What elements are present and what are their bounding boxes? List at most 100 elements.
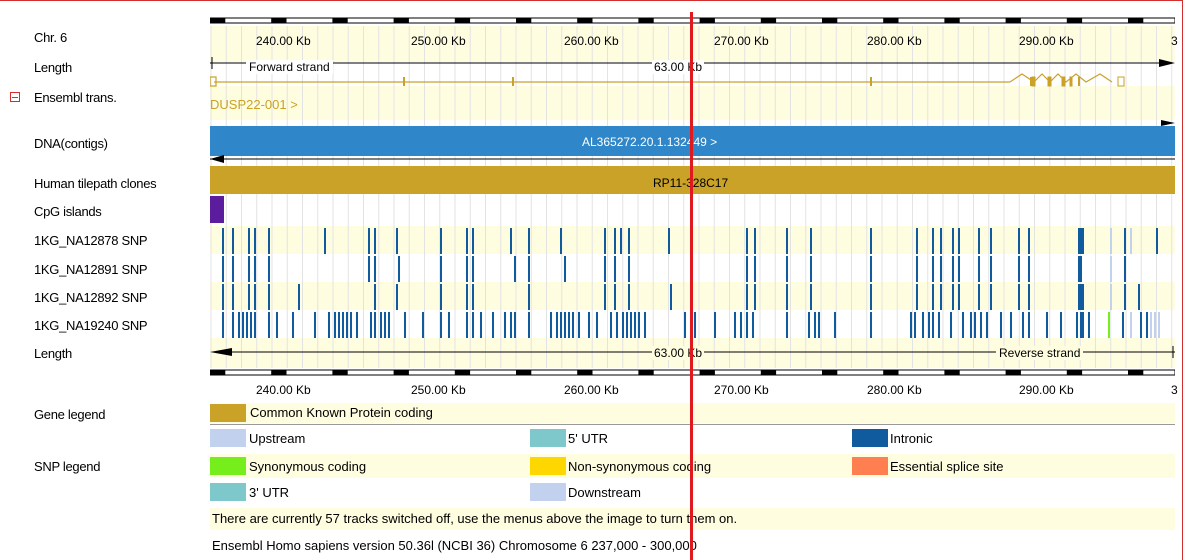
snp-marker <box>962 312 964 338</box>
legend-text-5utr: 5' UTR <box>568 431 609 446</box>
snp-marker <box>1082 228 1084 254</box>
snp-marker <box>810 228 812 254</box>
transcript-exon <box>1030 77 1032 86</box>
snp-marker <box>694 312 696 338</box>
snp-marker <box>754 256 756 282</box>
position-marker[interactable] <box>690 12 693 560</box>
snp-marker <box>268 312 270 338</box>
snp-marker <box>914 312 916 338</box>
snp-marker <box>1078 284 1080 310</box>
snp-marker <box>222 312 224 338</box>
snp-marker <box>232 228 234 254</box>
snp-marker <box>440 284 442 310</box>
snp-marker <box>614 284 616 310</box>
snp-marker <box>472 312 474 338</box>
collapse-track-icon[interactable] <box>10 92 20 102</box>
forward-strand-arrowhead <box>1159 59 1175 67</box>
contig-name-label[interactable]: AL365272.20.1.132449 > <box>582 135 718 149</box>
transcript-exon <box>1061 76 1066 87</box>
snp-marker <box>604 228 606 254</box>
snp-marker <box>374 284 376 310</box>
legend-text-upstream: Upstream <box>249 431 306 446</box>
snp-marker <box>986 312 988 338</box>
snp-marker <box>396 228 398 254</box>
snp-marker <box>952 284 954 310</box>
snp-marker <box>808 312 810 338</box>
snp-marker <box>1140 312 1142 338</box>
snp-marker <box>550 312 552 338</box>
snp-marker <box>268 284 270 310</box>
snp-marker <box>668 228 670 254</box>
ruler-segment <box>454 18 471 23</box>
snp-marker <box>572 312 574 338</box>
ruler-segment <box>210 370 226 375</box>
gene-legend-label: Gene legend <box>34 407 106 422</box>
snp-marker <box>510 228 512 254</box>
snp-marker <box>1122 312 1124 338</box>
snp-marker <box>1082 312 1084 338</box>
snp-marker <box>246 312 248 338</box>
ruler-segment <box>332 18 348 23</box>
snp-marker <box>990 256 992 282</box>
snp-marker <box>1078 256 1080 282</box>
snp-marker <box>560 228 562 254</box>
ruler-segment <box>638 18 654 23</box>
snp-marker <box>466 284 468 310</box>
snp-marker <box>928 312 930 338</box>
snp-marker <box>1018 256 1020 282</box>
ruler-segment <box>1005 18 1021 23</box>
snp-marker <box>1156 228 1158 254</box>
snp-marker <box>990 284 992 310</box>
snp-marker <box>346 312 348 338</box>
snp-marker <box>870 228 872 254</box>
ensembl-trans-label: Ensembl trans. <box>34 90 117 105</box>
snp-marker <box>528 228 530 254</box>
snp-marker <box>958 284 960 310</box>
snp-marker <box>940 284 942 310</box>
transcript-name-label[interactable]: DUSP22-001 > <box>210 97 298 112</box>
ruler-segment <box>822 18 838 23</box>
snp-marker <box>578 312 580 338</box>
legend-swatch-5utr <box>530 429 566 447</box>
snp-marker-upstream <box>1130 228 1132 254</box>
snp-marker <box>448 312 450 338</box>
snp-marker <box>1124 228 1126 254</box>
ruler-segment <box>393 18 409 23</box>
snp-track-label-na12891: 1KG_NA12891 SNP <box>34 262 148 277</box>
snp-marker <box>1080 256 1082 282</box>
legend-text-3utr: 3' UTR <box>249 485 290 500</box>
snp-marker <box>472 228 474 254</box>
tracks-off-message: There are currently 57 tracks switched o… <box>212 511 738 526</box>
legend-text-nonsynonymous: Non-synonymous coding <box>568 459 712 474</box>
snp-marker <box>596 312 598 338</box>
snp-marker <box>932 256 934 282</box>
snp-marker <box>644 312 646 338</box>
snp-marker <box>268 256 270 282</box>
transcript-exon <box>403 77 405 86</box>
snp-marker <box>616 312 618 338</box>
ruler-segment <box>1066 370 1083 375</box>
transcript-exon <box>1078 77 1080 86</box>
transcript-exon <box>210 76 217 87</box>
snp-marker <box>1138 284 1140 310</box>
snp-marker <box>670 284 672 310</box>
snp-marker-upstream <box>1130 312 1132 338</box>
snp-marker <box>232 284 234 310</box>
snp-marker <box>754 228 756 254</box>
ruler-tick-label: 250.00 Kb <box>411 34 466 48</box>
snp-marker <box>466 312 468 338</box>
snp-marker <box>740 312 742 338</box>
snp-marker <box>1080 228 1082 254</box>
ruler-segment <box>271 18 287 23</box>
legend-text-intronic: Intronic <box>890 431 933 446</box>
reverse-strand-arrowhead <box>210 348 232 356</box>
snp-marker <box>810 284 812 310</box>
ruler-segment <box>638 370 654 375</box>
snp-marker <box>350 312 352 338</box>
transcript-introns <box>1009 73 1113 83</box>
gene-legend-swatch <box>210 404 246 422</box>
snp-marker <box>916 228 918 254</box>
snp-marker-upstream <box>1158 312 1160 338</box>
snp-marker <box>514 256 516 282</box>
snp-marker-upstream <box>1154 312 1156 338</box>
